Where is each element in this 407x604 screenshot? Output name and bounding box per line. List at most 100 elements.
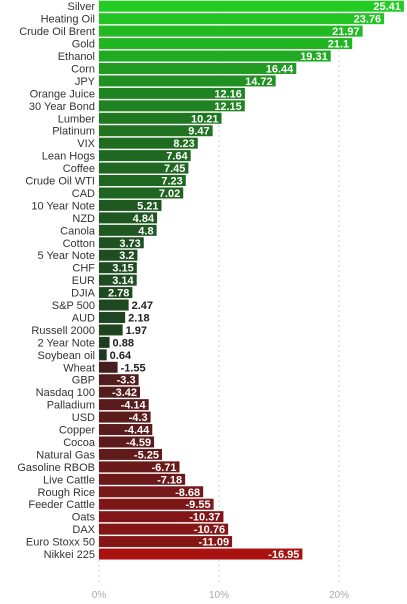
bar <box>99 361 118 373</box>
category-label: Silver <box>67 1 95 13</box>
category-label: Cocoa <box>63 437 96 449</box>
value-label: -7.18 <box>157 474 182 486</box>
value-label: 12.15 <box>214 101 242 113</box>
bar <box>99 511 224 523</box>
bar <box>99 137 198 149</box>
category-label: Gasoline RBOB <box>17 462 95 474</box>
category-label: DAX <box>72 524 95 536</box>
value-label: 14.72 <box>245 76 273 88</box>
value-label: 0.64 <box>110 350 132 362</box>
bar <box>99 162 189 174</box>
bar <box>99 461 180 473</box>
bar <box>99 548 303 560</box>
category-label: Nikkei 225 <box>44 549 95 561</box>
value-label: -9.55 <box>186 499 211 511</box>
value-label: 25.41 <box>373 1 401 13</box>
bar <box>99 349 107 361</box>
bar <box>99 374 139 386</box>
value-label: -10.76 <box>194 524 225 536</box>
value-label: 3.15 <box>112 263 133 275</box>
value-label: 8.23 <box>173 138 194 150</box>
value-label: 3.14 <box>112 275 134 287</box>
bar <box>99 436 155 448</box>
bar <box>99 0 404 12</box>
bar <box>99 262 137 274</box>
category-label: 30 Year Bond <box>29 101 95 113</box>
category-label: Canola <box>60 225 96 237</box>
category-label: Soybean oil <box>38 350 96 362</box>
category-label: Palladium <box>47 400 95 412</box>
bar <box>99 486 204 498</box>
category-label: CAD <box>72 188 95 200</box>
category-label: Crude Oil WTI <box>25 176 95 188</box>
bar <box>99 199 162 211</box>
value-label: 19.31 <box>300 51 328 63</box>
bar <box>99 249 138 261</box>
bar <box>99 336 110 348</box>
value-label: 3.73 <box>119 238 140 250</box>
labels: Silver 25.41 Heating Oil 23.76 Crude Oil Bre… <box>17 1 401 561</box>
category-label: CHF <box>72 263 95 275</box>
category-label: NZD <box>72 213 95 225</box>
category-label: Platinum <box>52 126 95 138</box>
value-label: -4.3 <box>129 412 148 424</box>
bar <box>99 523 229 535</box>
value-label: 21.97 <box>332 26 360 38</box>
value-label: 2.18 <box>128 312 149 324</box>
category-label: Crude Oil Brent <box>19 26 95 38</box>
bar <box>99 536 233 548</box>
value-label: 12.16 <box>214 88 242 100</box>
category-label: GBP <box>72 375 95 387</box>
bar <box>99 274 137 286</box>
category-label: Oats <box>72 512 96 524</box>
value-label: 21.1 <box>328 39 349 51</box>
value-label: 3.2 <box>119 250 134 262</box>
category-label: Orange Juice <box>30 88 95 100</box>
bar <box>99 38 353 50</box>
value-label: 7.64 <box>166 151 188 163</box>
bar <box>99 287 133 299</box>
category-label: Live Cattle <box>43 474 95 486</box>
category-label: AUD <box>72 312 95 324</box>
x-tick-label: 0% <box>92 590 107 601</box>
value-label: -6.71 <box>151 462 176 474</box>
bar <box>99 411 151 423</box>
x-tick-label: 20% <box>329 590 349 601</box>
bar <box>99 498 214 510</box>
category-label: VIX <box>77 138 95 150</box>
value-label: 16.44 <box>266 63 294 75</box>
category-label: Feeder Cattle <box>28 499 95 511</box>
value-label: 7.45 <box>164 163 185 175</box>
category-label: USD <box>72 412 95 424</box>
bar <box>99 125 213 137</box>
bar <box>99 424 153 436</box>
category-label: Cotton <box>63 238 95 250</box>
x-axis-ticks: 0% 10% 20% <box>92 590 349 601</box>
category-label: Natural Gas <box>36 449 95 461</box>
value-label: -5.25 <box>134 449 159 461</box>
value-label: 23.76 <box>354 14 382 26</box>
bar <box>99 187 184 199</box>
value-label: -1.55 <box>121 362 146 374</box>
value-label: 2.47 <box>132 300 153 312</box>
x-tick-label: 10% <box>209 590 229 601</box>
value-label: -3.3 <box>117 375 136 387</box>
bar <box>99 311 126 323</box>
bar <box>99 299 129 311</box>
bar <box>99 75 276 87</box>
value-label: 9.47 <box>188 126 209 138</box>
value-label: -4.14 <box>121 400 147 412</box>
bar <box>99 100 245 112</box>
bars <box>99 0 404 560</box>
value-label: -8.68 <box>175 487 200 499</box>
bar <box>99 25 363 37</box>
category-label: Heating Oil <box>41 14 95 26</box>
category-label: Coffee <box>63 163 95 175</box>
bar <box>99 224 157 236</box>
category-label: Lean Hogs <box>42 151 96 163</box>
bar <box>99 87 245 99</box>
bar <box>99 13 385 25</box>
bar <box>99 324 123 336</box>
category-label: JPY <box>75 76 96 88</box>
